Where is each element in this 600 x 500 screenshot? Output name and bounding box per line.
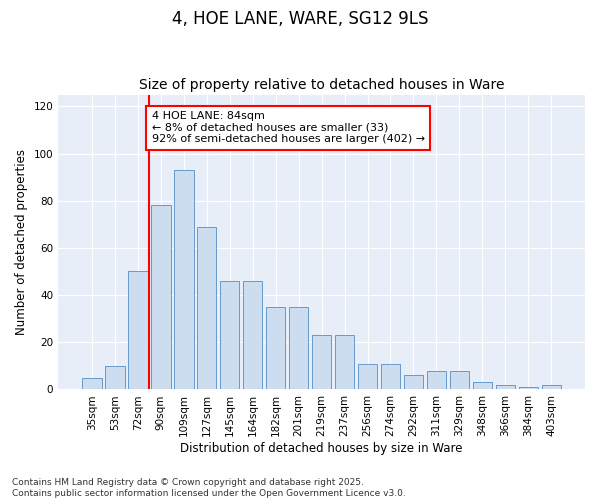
Bar xyxy=(427,370,446,390)
Bar xyxy=(128,272,148,390)
Bar xyxy=(220,281,239,390)
Bar xyxy=(243,281,262,390)
Y-axis label: Number of detached properties: Number of detached properties xyxy=(15,149,28,335)
Bar xyxy=(82,378,101,390)
Bar xyxy=(174,170,194,390)
Text: 4 HOE LANE: 84sqm
← 8% of detached houses are smaller (33)
92% of semi-detached : 4 HOE LANE: 84sqm ← 8% of detached house… xyxy=(152,111,425,144)
Title: Size of property relative to detached houses in Ware: Size of property relative to detached ho… xyxy=(139,78,505,92)
Text: Contains HM Land Registry data © Crown copyright and database right 2025.
Contai: Contains HM Land Registry data © Crown c… xyxy=(12,478,406,498)
X-axis label: Distribution of detached houses by size in Ware: Distribution of detached houses by size … xyxy=(181,442,463,455)
Bar xyxy=(496,384,515,390)
Bar xyxy=(381,364,400,390)
Bar xyxy=(473,382,492,390)
Bar xyxy=(266,307,286,390)
Bar xyxy=(358,364,377,390)
Text: 4, HOE LANE, WARE, SG12 9LS: 4, HOE LANE, WARE, SG12 9LS xyxy=(172,10,428,28)
Bar xyxy=(105,366,125,390)
Bar xyxy=(335,335,355,390)
Bar xyxy=(518,387,538,390)
Bar xyxy=(449,370,469,390)
Bar xyxy=(312,335,331,390)
Bar xyxy=(151,206,170,390)
Bar xyxy=(197,226,217,390)
Bar xyxy=(404,376,423,390)
Bar xyxy=(542,384,561,390)
Bar xyxy=(289,307,308,390)
